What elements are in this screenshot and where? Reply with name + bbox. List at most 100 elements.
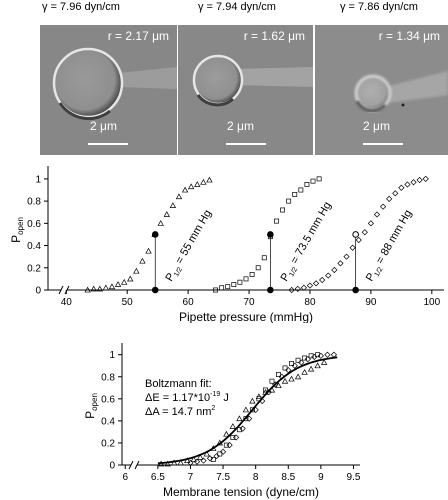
data-point-diamond <box>349 244 356 251</box>
p-half-annotation: P1/2 = 88 mm Hg <box>364 208 416 285</box>
tension-label-2: γ = 7.94 dyn/cm <box>198 1 276 13</box>
data-point-triangle <box>187 183 195 190</box>
y-axis-label: Popen <box>83 393 99 419</box>
vesicle-image-3 <box>315 25 448 155</box>
p-half-point <box>151 231 159 238</box>
x-tick-label: 100 <box>423 297 440 308</box>
x-tick-label: 50 <box>122 297 134 308</box>
y-tick-label: 0 <box>35 286 41 297</box>
radius-label-2: r = 1.62 μm <box>243 29 305 43</box>
data-point-diamond <box>324 351 331 358</box>
x-tick-label: 7 <box>188 472 194 483</box>
data-point-square <box>219 285 225 291</box>
boltzmann-fit-curve <box>157 356 338 465</box>
data-point-diamond <box>367 220 374 227</box>
scale-bar-2 <box>226 143 266 145</box>
data-point-square <box>289 361 294 366</box>
data-point-diamond <box>330 351 338 358</box>
data-point-triangle <box>194 181 201 187</box>
data-point-diamond <box>187 459 194 466</box>
data-point-diamond <box>304 356 311 363</box>
data-point-triangle <box>255 393 263 400</box>
data-point-square <box>223 442 229 448</box>
data-point-diamond <box>410 179 417 186</box>
y-tick-label: 0.6 <box>101 394 115 405</box>
data-point-square <box>298 187 304 193</box>
micrograph-panel-3: r = 1.34 μm 2 μm <box>315 25 448 155</box>
data-point-triangle <box>320 359 328 365</box>
pressure-chart: 40 50 60 70 80 90 100 0 0.2 0.4 0.6 0.8 1 Pipette pre… <box>9 166 444 323</box>
data-point-triangle <box>184 457 191 464</box>
x-tick-label: 9 <box>318 472 324 483</box>
data-point-square <box>263 387 268 393</box>
data-point-diamond <box>379 203 387 210</box>
y-tick-label: 0.8 <box>27 197 41 208</box>
data-point-diamond <box>265 389 272 396</box>
micrograph-panel-1: r = 2.17 μm 2 μm <box>40 25 177 155</box>
data-point-diamond <box>219 448 227 455</box>
data-point-triangle <box>164 460 171 467</box>
scale-bar-group-1: 2 μm <box>40 119 177 145</box>
x-tick-label: 8.5 <box>281 472 295 483</box>
data-point-square <box>269 378 275 384</box>
data-point-square <box>243 276 249 282</box>
y-tick-label: 0.4 <box>27 241 41 252</box>
y-tick-label: 0.2 <box>101 438 115 449</box>
data-point-triangle <box>197 453 204 460</box>
y-tick-label: 0 <box>109 461 115 472</box>
data-point-diamond <box>392 190 399 197</box>
x-tick-label: 9.5 <box>347 472 361 483</box>
data-point-triangle <box>127 275 134 282</box>
scale-label-3: 2 μm <box>363 119 390 133</box>
data-point-square <box>274 218 279 224</box>
data-point-triangle <box>90 285 97 292</box>
data-point-diamond <box>300 284 307 291</box>
scale-label-1: 2 μm <box>90 119 117 133</box>
data-point-triangle <box>294 373 302 380</box>
y-tick-label: 1 <box>35 174 41 185</box>
tension-chart: 6 6.5 7 7.5 8 8.5 9 9.5 0 0.2 0.4 0.6 0.8 1 Membrane t… <box>83 343 361 499</box>
data-point-triangle <box>206 176 213 183</box>
data-point-diamond <box>317 352 324 359</box>
p-half-axis-point <box>151 286 159 294</box>
data-point-square <box>292 192 298 197</box>
y-tick-label: 0.6 <box>27 219 41 230</box>
fit-title: Boltzmann fit: <box>145 378 212 390</box>
data-point-triangle <box>96 285 103 292</box>
axis-break-mark <box>128 460 134 470</box>
data-point-triangle <box>102 284 110 291</box>
data-point-square <box>249 272 255 277</box>
vesicle-image-2 <box>178 25 313 155</box>
scale-bar-group-3: 2 μm <box>315 119 448 145</box>
p-half-point <box>352 231 359 238</box>
p-half-point <box>267 231 274 238</box>
data-point-diamond <box>373 211 381 218</box>
x-tick-label: 6.5 <box>151 472 165 483</box>
data-point-diamond <box>355 236 362 244</box>
data-point-square <box>231 282 237 287</box>
data-point-square <box>261 255 267 261</box>
data-point-triangle <box>177 459 184 466</box>
data-point-diamond <box>233 434 240 441</box>
data-point-triangle <box>145 247 152 254</box>
p-half-axis-point <box>267 286 274 294</box>
axis-break-mark <box>64 285 70 295</box>
data-point-square <box>310 178 316 184</box>
data-point-triangle <box>190 456 197 462</box>
data-point-diamond <box>306 282 314 289</box>
data-point-triangle <box>157 220 164 226</box>
data-point-diamond <box>416 176 423 184</box>
data-point-triangle <box>163 211 170 217</box>
x-tick-label: 90 <box>365 297 377 308</box>
data-point-triangle <box>120 278 128 285</box>
y-tick-label: 0.8 <box>101 372 115 383</box>
data-point-diamond <box>291 362 298 369</box>
data-point-triangle <box>242 406 250 413</box>
data-point-diamond <box>398 184 405 191</box>
scale-bar-1 <box>88 143 128 145</box>
data-point-square <box>282 365 288 371</box>
micrograph-panel-2: r = 1.62 μm 2 μm <box>178 25 313 155</box>
y-axis-label: Popen <box>9 217 25 243</box>
data-point-triangle <box>223 430 230 437</box>
data-point-triangle <box>236 415 243 422</box>
